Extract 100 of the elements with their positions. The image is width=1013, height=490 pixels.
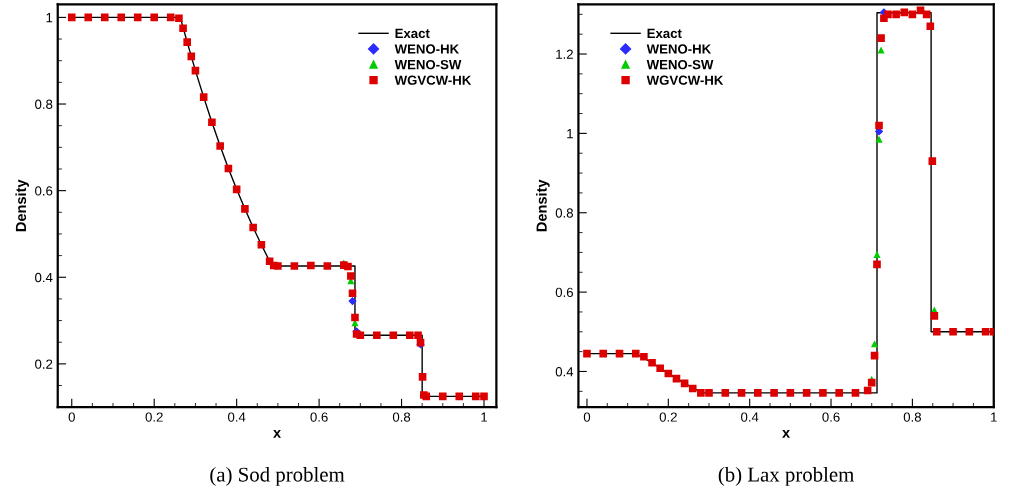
point — [418, 373, 427, 381]
y-tick-label: 1 — [46, 13, 53, 23]
y-tick-label: 0.8 — [35, 99, 53, 109]
point — [981, 327, 990, 336]
point — [583, 349, 591, 358]
point — [471, 392, 480, 401]
x-tick-label: 1 — [481, 412, 488, 422]
point — [884, 10, 892, 19]
point — [721, 389, 730, 397]
point — [290, 262, 299, 270]
point — [867, 378, 876, 387]
y-tick-label: 0.8 — [555, 208, 573, 218]
point — [216, 142, 224, 150]
point — [348, 296, 357, 306]
point — [480, 392, 488, 401]
point — [640, 352, 648, 361]
point — [835, 389, 843, 397]
point — [873, 260, 881, 269]
point — [926, 22, 935, 31]
point — [249, 223, 257, 232]
point — [928, 157, 937, 165]
point — [900, 8, 909, 17]
point — [405, 331, 414, 340]
point — [356, 331, 365, 340]
point — [323, 262, 332, 270]
point — [875, 135, 883, 143]
point — [241, 205, 249, 213]
point — [851, 389, 860, 397]
point — [455, 392, 464, 401]
point — [930, 312, 939, 320]
point — [819, 389, 827, 397]
y-tick-label: 0.2 — [35, 359, 53, 369]
point — [100, 13, 109, 22]
x-tick-label: 0.6 — [822, 412, 840, 422]
y-axis-title: Density — [15, 179, 29, 232]
point — [786, 389, 795, 397]
point — [631, 349, 640, 358]
legend-label: Exact — [647, 28, 682, 39]
point — [877, 46, 885, 54]
x-tick-label: 0.2 — [145, 412, 163, 422]
y-tick-label: 1 — [567, 129, 573, 139]
point — [389, 331, 398, 340]
x-tick-label: 0.6 — [310, 412, 328, 422]
point — [705, 389, 713, 397]
point — [307, 261, 315, 270]
x-tick-label: 0.2 — [659, 412, 677, 422]
point — [67, 13, 76, 22]
point — [656, 364, 664, 373]
point — [599, 349, 608, 358]
legend-label: Exact — [395, 28, 430, 39]
point — [802, 389, 811, 397]
point — [648, 358, 656, 367]
point — [933, 327, 941, 336]
point — [347, 272, 355, 280]
legend-label: WGVCW-HK — [394, 75, 472, 85]
point — [133, 13, 142, 22]
legend-label: WENO-SW — [394, 59, 462, 70]
point — [688, 384, 697, 393]
x-tick-label: 0.4 — [228, 412, 246, 422]
y-tick-label: 0.6 — [35, 186, 53, 196]
x-tick-label: 0 — [68, 412, 75, 422]
legend-label: WENO-HK — [646, 44, 712, 54]
point — [183, 38, 191, 46]
point — [949, 327, 957, 336]
point — [737, 389, 746, 397]
x-tick-label: 0.4 — [741, 412, 759, 422]
point — [84, 13, 93, 22]
point — [199, 93, 208, 101]
legend-label: WENO-SW — [646, 59, 714, 70]
y-tick-label: 0.6 — [555, 287, 573, 298]
point — [274, 262, 282, 270]
point — [150, 13, 159, 22]
x-tick-label: 0.8 — [903, 412, 921, 422]
x-axis-title: x — [782, 429, 791, 438]
point — [208, 118, 216, 127]
point — [875, 121, 883, 130]
point — [892, 10, 900, 19]
point — [117, 13, 126, 22]
x-tick-label: 0.8 — [392, 412, 411, 422]
y-tick-label: 0.4 — [35, 272, 53, 283]
point — [770, 389, 778, 397]
y-tick-label: 0.4 — [555, 367, 574, 377]
point — [344, 262, 352, 271]
point — [348, 289, 357, 298]
point — [697, 389, 705, 397]
point — [873, 250, 881, 258]
y-tick-label: 1.2 — [556, 49, 573, 59]
point — [351, 313, 359, 322]
legend-label: WENO-HK — [394, 44, 460, 54]
point — [965, 327, 974, 336]
point — [373, 331, 381, 340]
point — [877, 34, 885, 42]
x-axis-title: x — [273, 429, 282, 438]
point — [414, 331, 422, 340]
y-axis-title: Density — [536, 179, 550, 232]
point — [179, 24, 187, 33]
legend-label: WGVCW-HK — [646, 75, 724, 85]
point — [175, 14, 183, 23]
text: (b) Lax problem — [718, 466, 855, 486]
point — [257, 240, 266, 249]
